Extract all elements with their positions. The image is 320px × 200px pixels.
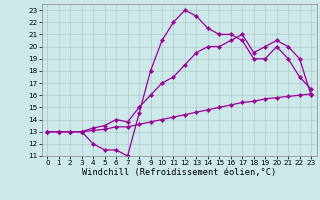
X-axis label: Windchill (Refroidissement éolien,°C): Windchill (Refroidissement éolien,°C): [82, 168, 276, 177]
